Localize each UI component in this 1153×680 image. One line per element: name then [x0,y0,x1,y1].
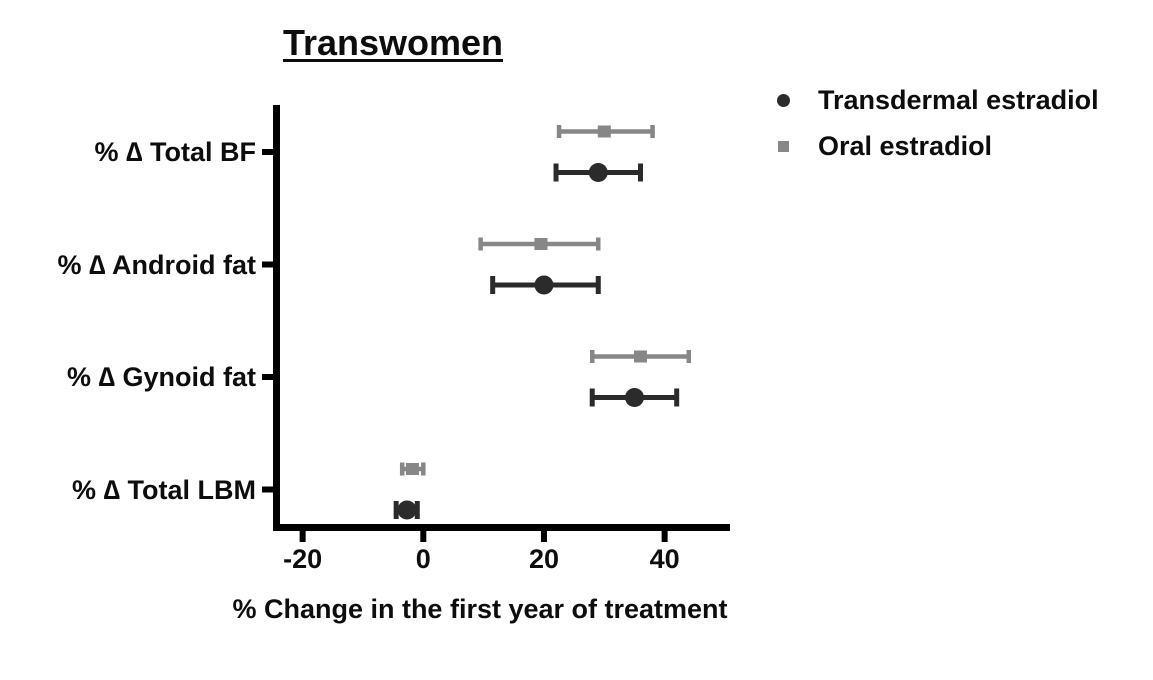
circle-marker-icon [777,93,790,107]
legend-label: Oral estradiol [818,130,993,161]
chart-title: Transwomen [282,22,504,63]
data-point-circle [588,163,608,182]
y-axis-tick [262,486,273,493]
x-axis-tick-label: 40 [650,544,680,574]
legend-label: Transdermal estradiol [818,84,1099,115]
y-axis-tick [262,374,273,380]
data-point-square [534,238,548,250]
x-axis-tick-label: 0 [416,544,431,574]
x-axis-tick-label: 20 [529,544,559,574]
legend-item-transdermal-estradiol: Transdermal estradiol [766,84,1099,116]
data-point-square [597,125,611,138]
data-point-square [633,350,647,363]
data-point-square [405,463,419,475]
square-marker-icon [778,140,789,152]
legend: Transdermal estradiol Oral estradiol [766,84,1099,162]
data-point-circle [624,388,644,407]
x-axis-tick [420,531,427,542]
data-point-circle [534,275,554,295]
legend-item-oral-estradiol: Oral estradiol [766,130,1099,162]
x-axis-tick [661,531,668,542]
x-axis-tick [299,531,306,542]
y-axis-tick [262,261,273,268]
legend-marker-cell [766,93,818,107]
data-point-circle [397,500,417,520]
x-axis-tick [540,531,547,542]
y-axis-line [273,105,280,531]
legend-marker-cell [766,140,818,152]
x-axis-title: % Change in the first year of treatment [232,594,728,624]
x-axis-line [273,524,730,531]
y-axis-tick [262,149,273,155]
x-axis-tick-label: -20 [283,544,322,574]
